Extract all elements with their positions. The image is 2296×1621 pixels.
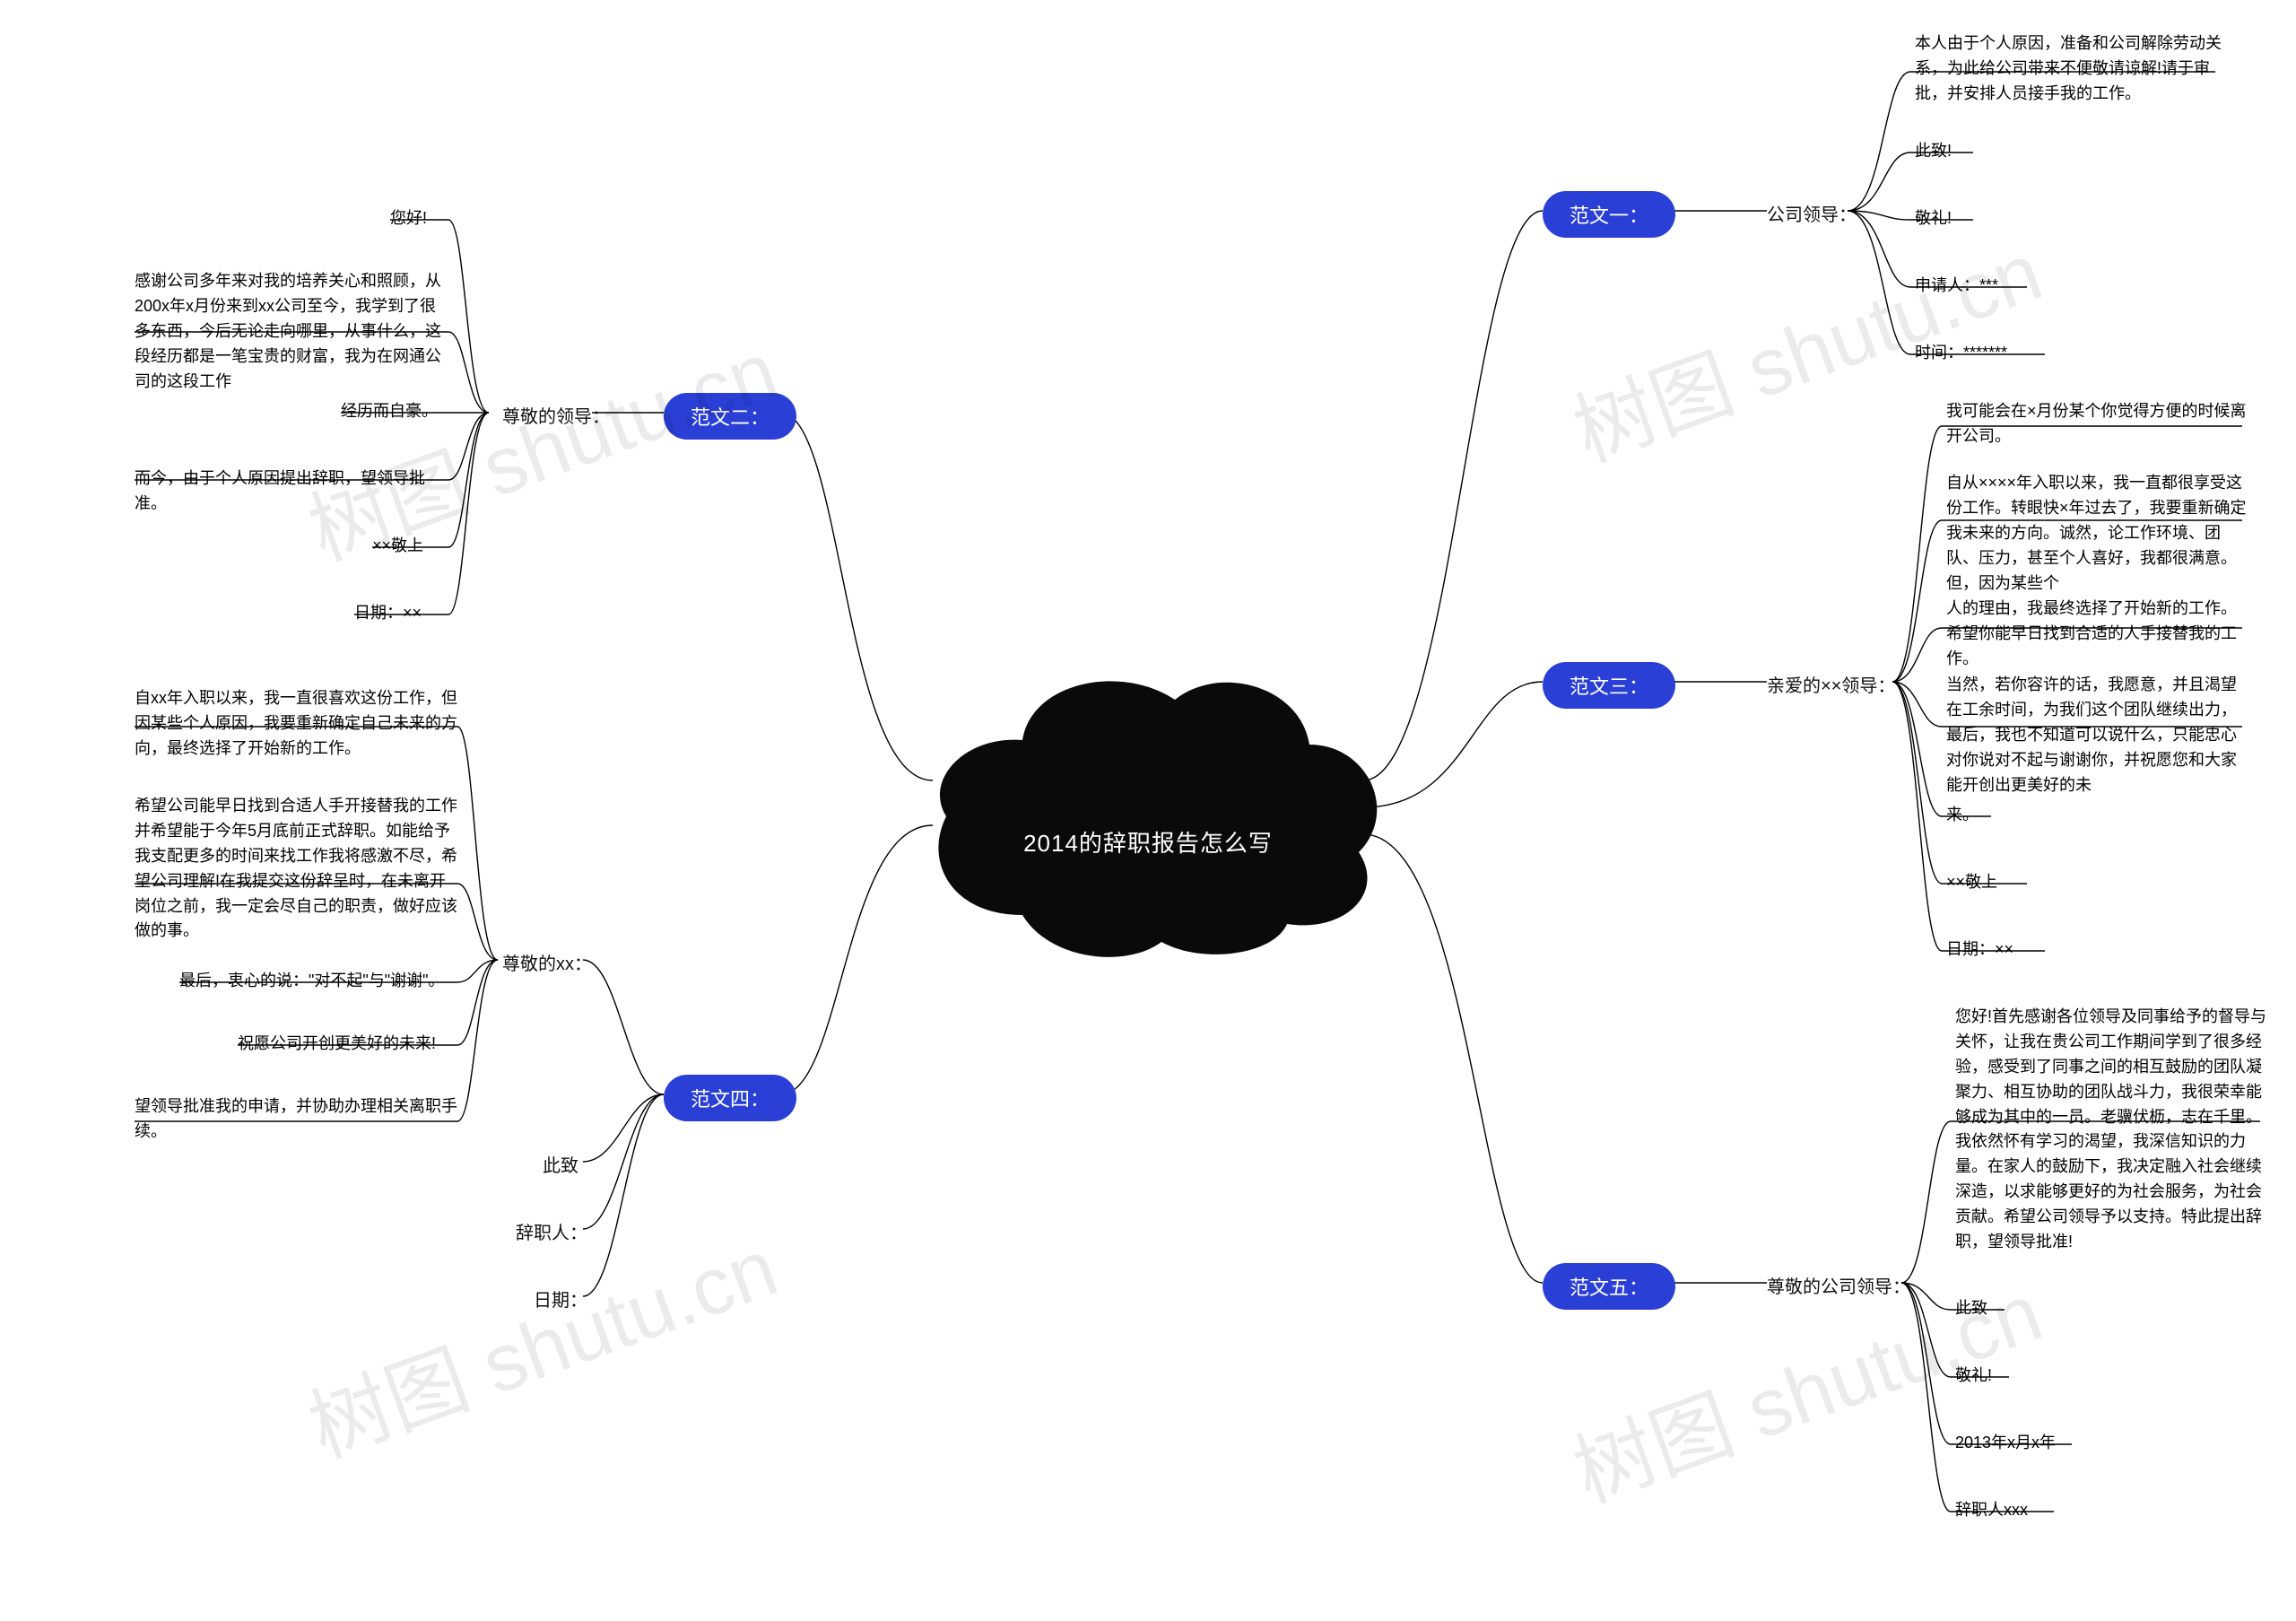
fan3-leaf-5: ××敬上 bbox=[1946, 870, 1997, 895]
fan4-leaf-2: 最后，衷心的说："对不起"与"谢谢"。 bbox=[179, 969, 445, 994]
branch-fan2-sub: 尊敬的领导： bbox=[502, 402, 610, 428]
root-node: 2014的辞职报告怎么写 bbox=[915, 646, 1381, 969]
fan1-leaf-4: 时间：******* bbox=[1915, 341, 2007, 366]
fan1-leaf-2: 敬礼! bbox=[1915, 206, 1952, 231]
branch-fan3-sub: 亲爱的××领导： bbox=[1767, 671, 1895, 697]
fan1-leaf-0: 本人由于个人原因，准备和公司解除劳动关系，为此给公司带来不便敬请谅解!请于审批，… bbox=[1915, 31, 2224, 107]
fan2-leaf-3: 而今，由于个人原因提出辞职，望领导批准。 bbox=[135, 466, 448, 517]
fan2-leaf-5: 日期：×× bbox=[354, 601, 422, 626]
mindmap-canvas: 2014的辞职报告怎么写 范文一： 公司领导： 本人由于个人原因，准备和公司解除… bbox=[0, 0, 2296, 1621]
root-title: 2014的辞职报告怎么写 bbox=[915, 825, 1381, 858]
branch-fan4[interactable]: 范文四： bbox=[664, 1075, 796, 1121]
fan4-leaf-1: 希望公司能早日找到合适人手开接替我的工作并希望能于今年5月底前正式辞职。如能给予… bbox=[135, 794, 457, 944]
branch-fan5-sub: 尊敬的公司领导： bbox=[1767, 1272, 1910, 1298]
fan3-leaf-6: 日期：×× bbox=[1946, 937, 2013, 963]
branch-fan4-sub-b: 此致 bbox=[543, 1151, 578, 1177]
fan5-leaf-4: 辞职人xxx bbox=[1955, 1498, 2028, 1523]
fan3-leaf-1: 自从××××年入职以来，我一直都很享受这份工作。转眼快×年过去了，我要重新确定我… bbox=[1946, 471, 2247, 596]
branch-fan4-sub-d: 日期： bbox=[534, 1285, 587, 1312]
branch-fan4-sub-c: 辞职人： bbox=[516, 1218, 587, 1244]
branch-fan2[interactable]: 范文二： bbox=[664, 393, 796, 440]
fan4-leaf-0: 自xx年入职以来，我一直很喜欢这份工作，但因某些个人原因，我要重新确定自己未来的… bbox=[135, 686, 457, 762]
fan5-leaf-1: 此致 bbox=[1955, 1296, 1987, 1321]
fan5-leaf-3: 2013年x月x年 bbox=[1955, 1431, 2056, 1456]
fan4-leaf-4: 望领导批准我的申请，并协助办理相关离职手续。 bbox=[135, 1094, 457, 1145]
fan2-leaf-2: 经历而自豪。 bbox=[341, 399, 438, 424]
branch-fan5[interactable]: 范文五： bbox=[1543, 1263, 1675, 1310]
fan1-leaf-1: 此致! bbox=[1915, 139, 1952, 164]
fan2-leaf-4: ××敬上 bbox=[372, 534, 423, 559]
fan4-leaf-3: 祝愿公司开创更美好的未来! bbox=[238, 1032, 436, 1057]
fan2-leaf-1: 感谢公司多年来对我的培养关心和照顾，从200x年x月份来到xx公司至今，我学到了… bbox=[135, 269, 448, 394]
fan3-leaf-0: 我可能会在×月份某个你觉得方便的时候离开公司。 bbox=[1946, 399, 2247, 449]
fan5-leaf-2: 敬礼! bbox=[1955, 1364, 1992, 1389]
branch-fan3[interactable]: 范文三： bbox=[1543, 662, 1675, 709]
fan2-leaf-0: 您好! bbox=[390, 206, 427, 231]
fan3-leaf-3: 当然，若你容许的话，我愿意，并且渴望在工余时间，为我们这个团队继续出力，最后，我… bbox=[1946, 673, 2247, 797]
fan3-leaf-4: 来。 bbox=[1946, 803, 1979, 828]
branch-fan1-sub: 公司领导： bbox=[1767, 200, 1857, 226]
fan5-leaf-0: 您好!首先感谢各位领导及同事给予的督导与关怀，让我在贵公司工作期间学到了很多经验… bbox=[1955, 1005, 2269, 1255]
fan3-leaf-2: 人的理由，我最终选择了开始新的工作。希望你能早日找到合适的人手接替我的工作。 bbox=[1946, 597, 2247, 672]
branch-fan1[interactable]: 范文一： bbox=[1543, 191, 1675, 238]
fan1-leaf-3: 申请人：*** bbox=[1915, 274, 1998, 299]
branch-fan4-sub-a: 尊敬的xx： bbox=[502, 949, 592, 975]
